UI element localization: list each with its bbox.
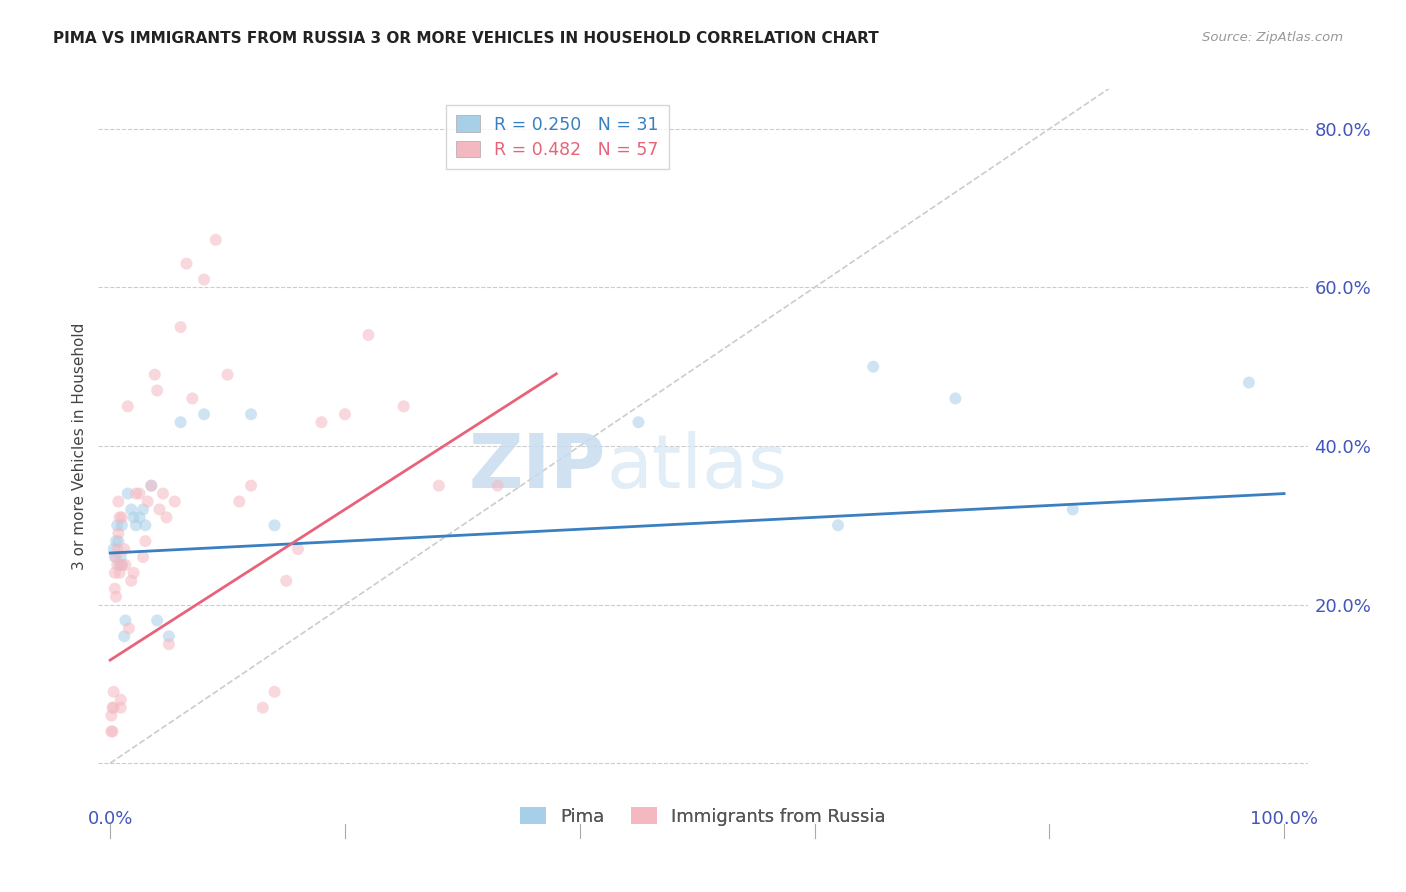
Point	[176, 257, 198, 271]
Point	[111, 510, 134, 524]
Point	[169, 415, 191, 429]
Point	[263, 518, 285, 533]
Point	[125, 486, 148, 500]
Point	[105, 518, 128, 533]
Point	[143, 368, 166, 382]
Point	[1062, 502, 1084, 516]
Point	[103, 542, 125, 557]
Point	[392, 400, 415, 414]
Point	[132, 502, 155, 516]
Point	[217, 368, 239, 382]
Point	[112, 629, 135, 643]
Point	[110, 549, 132, 564]
Point	[1237, 376, 1260, 390]
Point	[104, 549, 127, 564]
Point	[114, 558, 136, 572]
Point	[107, 526, 129, 541]
Point	[108, 566, 131, 580]
Point	[141, 478, 163, 492]
Point	[110, 692, 132, 706]
Point	[128, 486, 150, 500]
Point	[110, 700, 132, 714]
Point	[152, 486, 174, 500]
Point	[862, 359, 884, 374]
Point	[105, 549, 128, 564]
Point	[107, 494, 129, 508]
Point	[136, 494, 159, 508]
Point	[103, 685, 125, 699]
Point	[100, 708, 122, 723]
Point	[104, 566, 127, 580]
Y-axis label: 3 or more Vehicles in Household: 3 or more Vehicles in Household	[72, 322, 87, 570]
Point	[163, 494, 186, 508]
Text: ZIP: ZIP	[470, 431, 606, 504]
Point	[627, 415, 650, 429]
Point	[157, 629, 180, 643]
Point	[181, 392, 204, 406]
Point	[118, 621, 141, 635]
Point	[228, 494, 250, 508]
Point	[128, 510, 150, 524]
Point	[122, 510, 145, 524]
Point	[117, 400, 139, 414]
Point	[486, 478, 509, 492]
Point	[827, 518, 849, 533]
Point	[105, 542, 128, 557]
Point	[105, 590, 128, 604]
Point	[117, 486, 139, 500]
Point	[333, 407, 356, 421]
Point	[125, 518, 148, 533]
Text: atlas: atlas	[606, 431, 787, 504]
Point	[105, 534, 128, 549]
Point	[240, 478, 263, 492]
Point	[193, 272, 215, 286]
Point	[148, 502, 170, 516]
Point	[120, 502, 142, 516]
Point	[100, 724, 122, 739]
Point	[101, 724, 124, 739]
Point	[134, 534, 156, 549]
Point	[240, 407, 263, 421]
Point	[169, 320, 191, 334]
Point	[311, 415, 333, 429]
Legend: Pima, Immigrants from Russia: Pima, Immigrants from Russia	[513, 800, 893, 833]
Point	[120, 574, 142, 588]
Point	[146, 614, 169, 628]
Point	[122, 566, 145, 580]
Point	[111, 518, 134, 533]
Point	[105, 558, 128, 572]
Point	[945, 392, 967, 406]
Point	[252, 700, 274, 714]
Point	[107, 534, 129, 549]
Point	[134, 518, 156, 533]
Point	[357, 328, 380, 343]
Point	[146, 384, 169, 398]
Point	[112, 542, 135, 557]
Point	[103, 700, 125, 714]
Point	[108, 510, 131, 524]
Point	[204, 233, 226, 247]
Point	[141, 478, 163, 492]
Point	[276, 574, 298, 588]
Point	[427, 478, 450, 492]
Point	[101, 700, 124, 714]
Point	[155, 510, 177, 524]
Point	[263, 685, 285, 699]
Point	[114, 614, 136, 628]
Point	[104, 582, 127, 596]
Text: Source: ZipAtlas.com: Source: ZipAtlas.com	[1202, 31, 1343, 45]
Point	[132, 549, 155, 564]
Text: PIMA VS IMMIGRANTS FROM RUSSIA 3 OR MORE VEHICLES IN HOUSEHOLD CORRELATION CHART: PIMA VS IMMIGRANTS FROM RUSSIA 3 OR MORE…	[53, 31, 879, 46]
Point	[108, 558, 131, 572]
Point	[111, 558, 134, 572]
Point	[287, 542, 309, 557]
Point	[193, 407, 215, 421]
Point	[111, 558, 134, 572]
Point	[157, 637, 180, 651]
